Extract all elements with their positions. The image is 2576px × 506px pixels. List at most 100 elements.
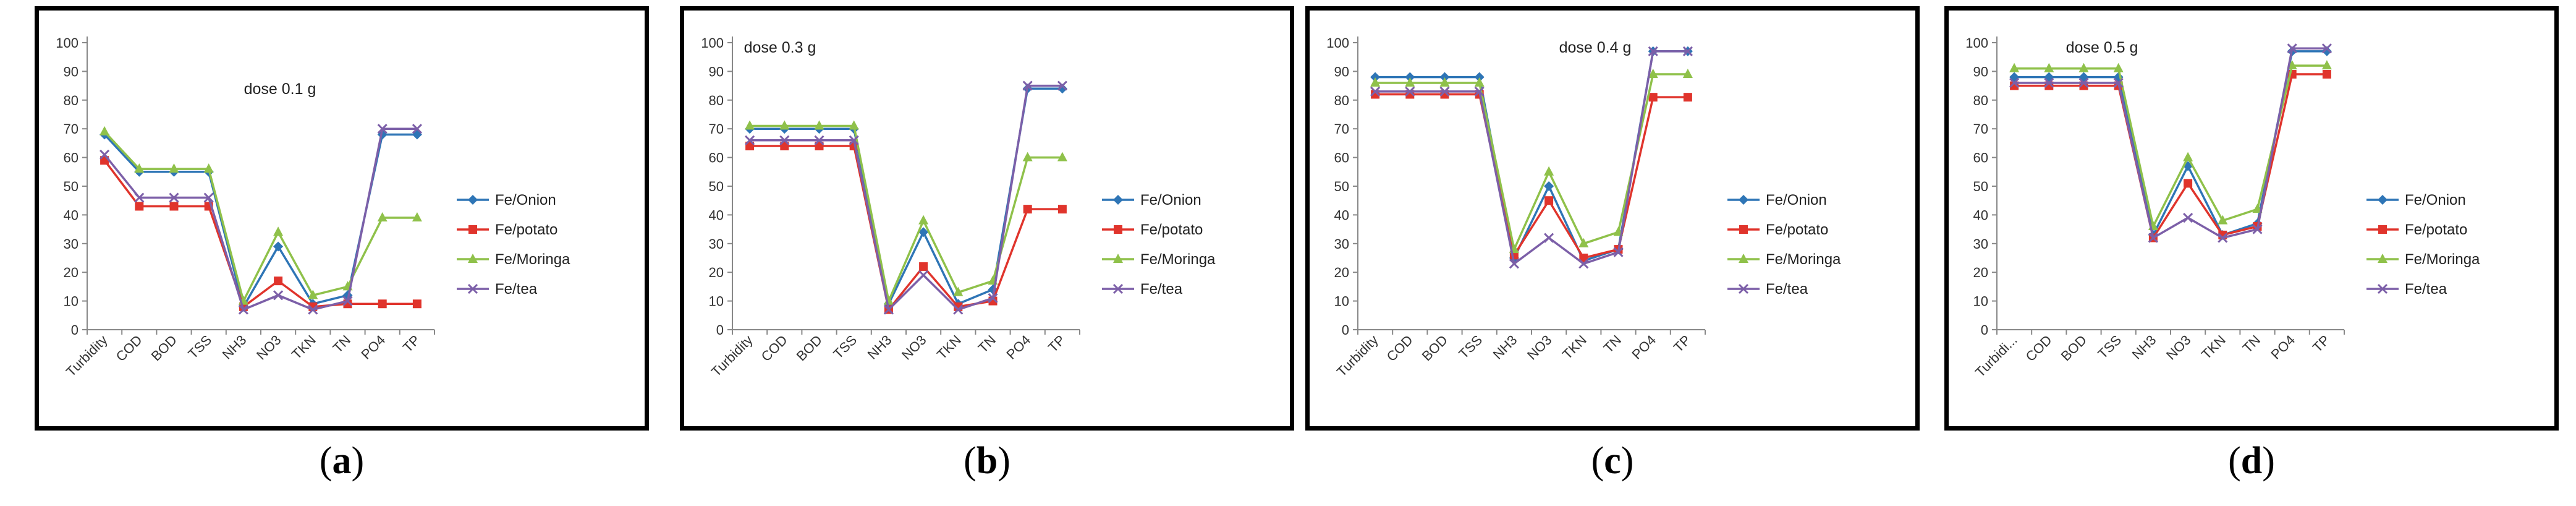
data-point xyxy=(1474,86,1485,96)
x-tick-label: COD xyxy=(2023,332,2055,364)
legend-marker xyxy=(2378,225,2387,234)
data-point xyxy=(1474,72,1485,82)
x-tick-label: NO3 xyxy=(899,332,930,363)
line-chart: 0 10 20 30 40 50 60 70 80 90 100 Turbidi... COD BOD TS… xyxy=(1965,35,2480,380)
chart-title: dose 0.4 g xyxy=(1559,39,1632,56)
y-tick-label: 40 xyxy=(709,207,724,223)
x-tick-label: NH3 xyxy=(1490,332,1520,362)
legend-marker xyxy=(468,195,478,205)
data-point xyxy=(412,299,422,309)
x-tick-label: TKN xyxy=(2198,332,2229,362)
data-point xyxy=(1022,80,1033,91)
y-tick-label: 0 xyxy=(1981,322,1988,338)
data-point xyxy=(1544,166,1554,176)
y-tick-label: 70 xyxy=(709,121,724,137)
series-fe-onion xyxy=(100,129,422,312)
data-point xyxy=(2009,62,2020,72)
data-point xyxy=(274,277,283,286)
data-point xyxy=(745,135,755,145)
series-fe-onion xyxy=(1370,46,1693,266)
data-point xyxy=(849,135,859,145)
legend-label: Fe/tea xyxy=(1140,281,1183,298)
x-tick-label: TP xyxy=(1045,332,1069,356)
x-tick-label: BOD xyxy=(148,332,180,364)
legend-label: Fe/Moringa xyxy=(1766,251,1841,268)
series-fe-moringa xyxy=(745,120,1067,305)
legend-label: Fe/Moringa xyxy=(1140,251,1216,268)
series-line xyxy=(2014,47,2327,240)
x-tick-label: NH3 xyxy=(219,332,250,362)
data-point xyxy=(2078,62,2089,72)
data-point xyxy=(342,296,353,306)
series-line xyxy=(750,87,1062,307)
legend-marker xyxy=(1739,254,1748,263)
data-point xyxy=(919,262,928,271)
data-point xyxy=(1579,254,1588,262)
data-point xyxy=(2183,152,2193,161)
data-point xyxy=(378,299,387,309)
data-point xyxy=(1022,152,1033,161)
data-point xyxy=(2287,60,2297,70)
data-point xyxy=(1613,247,1624,257)
data-point xyxy=(1405,86,1415,96)
data-point xyxy=(1023,205,1032,214)
chart-title: dose 0.3 g xyxy=(744,39,816,56)
legend-marker xyxy=(468,225,477,234)
data-point xyxy=(2321,60,2332,70)
y-tick-label: 30 xyxy=(709,236,724,252)
data-point xyxy=(308,304,318,315)
data-point xyxy=(1509,259,1519,269)
data-point xyxy=(849,120,859,130)
data-point xyxy=(2322,70,2331,79)
data-point xyxy=(1544,181,1554,191)
data-point xyxy=(745,142,755,151)
data-point xyxy=(953,304,964,315)
data-point xyxy=(1648,46,1658,56)
series-line xyxy=(103,127,417,311)
data-point xyxy=(100,149,110,160)
series-line xyxy=(1375,93,1688,260)
data-point xyxy=(134,163,145,173)
data-point xyxy=(1405,77,1415,87)
chart-title: dose 0.1 g xyxy=(244,80,316,98)
data-point xyxy=(779,135,790,145)
data-point xyxy=(203,163,214,173)
data-point xyxy=(273,226,284,236)
series-line xyxy=(750,145,1062,312)
y-tick-label: 100 xyxy=(1965,35,1988,51)
data-point xyxy=(2252,204,2263,213)
data-point xyxy=(814,135,824,145)
legend-label: Fe/potato xyxy=(495,221,557,238)
y-tick-label: 40 xyxy=(1334,207,1349,223)
data-point xyxy=(780,142,789,151)
x-tick-label: Turbidity xyxy=(63,332,111,380)
y-tick-label: 0 xyxy=(716,322,724,338)
panel-label: (b) xyxy=(964,440,1010,482)
y-tick-label: 60 xyxy=(1334,150,1349,166)
series-line xyxy=(103,131,417,304)
y-tick-label: 10 xyxy=(1973,294,1988,309)
y-tick-label: 90 xyxy=(709,64,724,79)
legend-label: Fe/Onion xyxy=(2405,192,2466,208)
series-fe-tea xyxy=(2009,43,2332,243)
data-point xyxy=(2287,43,2297,54)
x-tick-label: PO4 xyxy=(1629,332,1659,362)
y-tick-label: 0 xyxy=(1342,322,1349,338)
data-point xyxy=(1648,93,1658,102)
legend-marker xyxy=(1113,254,1123,263)
legend-label: Fe/Onion xyxy=(1766,192,1827,208)
x-tick-label: TKN xyxy=(1559,332,1590,362)
series-fe-tea xyxy=(1370,46,1693,269)
data-point xyxy=(918,215,929,225)
x-tick-label: Turbidi... xyxy=(1972,332,2020,380)
data-point xyxy=(2044,77,2054,88)
data-point xyxy=(918,227,929,238)
series-line xyxy=(103,160,417,309)
y-tick-label: 20 xyxy=(1973,265,1988,280)
data-point xyxy=(169,163,179,173)
x-tick-label: TN xyxy=(330,332,354,356)
y-tick-label: 30 xyxy=(1334,236,1349,252)
y-tick-label: 20 xyxy=(1334,265,1349,280)
y-tick-label: 50 xyxy=(1973,179,1988,194)
legend-marker xyxy=(1114,225,1122,234)
